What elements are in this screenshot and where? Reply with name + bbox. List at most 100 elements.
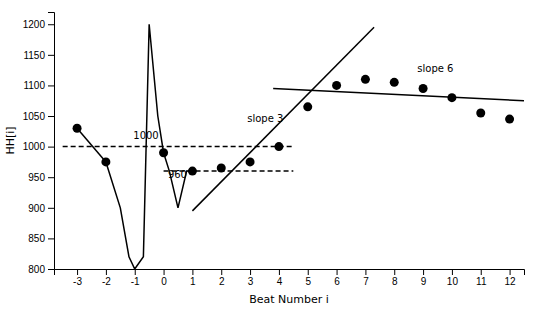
tick-mark xyxy=(279,269,280,275)
tick-label: 0 xyxy=(161,276,167,287)
tick-label: -3 xyxy=(73,276,82,287)
tick: 1 xyxy=(190,269,196,287)
point xyxy=(419,84,428,93)
line xyxy=(192,27,374,211)
tick-label: 1 xyxy=(190,276,196,287)
point xyxy=(361,75,370,84)
tick-label: 850 xyxy=(28,233,45,244)
tick: 11 xyxy=(476,269,487,287)
tick: 2 xyxy=(219,269,225,287)
tick-mark xyxy=(48,238,54,239)
tick: 5 xyxy=(305,269,311,287)
tick: 4 xyxy=(277,269,283,287)
points xyxy=(73,75,515,176)
tick: 9 xyxy=(421,269,427,287)
tick-label: 5 xyxy=(305,276,311,287)
tick-mark xyxy=(48,208,54,209)
point xyxy=(505,115,514,124)
annotation: slope 6 xyxy=(417,63,453,74)
tick: 3 xyxy=(248,269,254,287)
tick-mark xyxy=(48,269,54,270)
tick-mark xyxy=(106,269,107,275)
point xyxy=(217,164,226,173)
tick: 800 xyxy=(28,264,54,275)
point xyxy=(188,167,197,176)
tick-label: 900 xyxy=(28,203,45,214)
point xyxy=(246,157,255,166)
dashed-line xyxy=(63,146,294,148)
tick-mark xyxy=(135,269,136,275)
point xyxy=(476,108,485,117)
tick-label: 1200 xyxy=(23,19,46,30)
tick-label: 800 xyxy=(28,264,45,275)
y-axis: 80085090095010001050110011501200 xyxy=(23,13,55,275)
tick-mark xyxy=(48,55,54,56)
tick: 900 xyxy=(28,203,54,214)
point xyxy=(303,102,312,111)
tick-label: 1100 xyxy=(23,80,45,91)
x-axis-title: Beat Number i xyxy=(249,293,329,306)
line xyxy=(77,128,106,162)
tick: 8 xyxy=(392,269,398,287)
chart: -3-2-10123456789101112800850900950100010… xyxy=(0,0,540,309)
tick-mark xyxy=(48,24,54,25)
tick-label: 8 xyxy=(392,276,398,287)
tick-label: 1050 xyxy=(23,111,46,122)
tick-mark xyxy=(394,269,395,275)
tick-label: -1 xyxy=(131,276,140,287)
tick-label: -2 xyxy=(102,276,111,287)
tick-mark xyxy=(308,269,309,275)
annotation: slope 3 xyxy=(247,113,283,124)
tick: 1050 xyxy=(23,111,54,122)
lines xyxy=(63,24,524,269)
tick: 1150 xyxy=(23,50,54,61)
tick: 12 xyxy=(505,269,517,287)
tick: 1200 xyxy=(23,19,54,30)
tick-label: 9 xyxy=(421,276,427,287)
tick-mark xyxy=(192,269,193,275)
point xyxy=(332,81,341,90)
tick-label: 11 xyxy=(476,276,487,287)
annotation: 960 xyxy=(168,169,187,180)
tick-label: 12 xyxy=(505,276,517,287)
tick-mark xyxy=(510,269,511,275)
tick: 0 xyxy=(161,269,167,287)
tick-label: 3 xyxy=(248,276,254,287)
tick: 7 xyxy=(363,269,369,287)
tick: 1000 xyxy=(23,141,54,152)
point xyxy=(101,157,110,166)
tick-mark xyxy=(164,269,165,275)
tick-label: 1150 xyxy=(23,50,45,61)
tick-mark xyxy=(48,85,54,86)
tick: 10 xyxy=(447,269,459,287)
tick-mark xyxy=(77,269,78,275)
axis-line xyxy=(55,270,525,276)
line xyxy=(273,88,524,100)
tick-label: 6 xyxy=(334,276,340,287)
tick-mark xyxy=(481,269,482,275)
tick: 1100 xyxy=(23,80,54,91)
tick: -3 xyxy=(73,269,82,287)
tick-label: 7 xyxy=(363,276,369,287)
tick-mark xyxy=(250,269,251,275)
tick-label: 1000 xyxy=(23,141,46,152)
annotation: 1000 xyxy=(133,130,158,141)
axis-line xyxy=(48,13,55,270)
y-axis-title: HH[i] xyxy=(4,126,17,154)
tick-label: 4 xyxy=(277,276,283,287)
tick: -2 xyxy=(102,269,111,287)
point xyxy=(390,78,399,87)
tick-mark xyxy=(365,269,366,275)
tick-mark xyxy=(221,269,222,275)
tick: 6 xyxy=(334,269,340,287)
tick-mark xyxy=(48,177,54,178)
tick-mark xyxy=(423,269,424,275)
tick: -1 xyxy=(131,269,140,287)
tick-mark xyxy=(48,147,54,148)
tick: 850 xyxy=(28,233,54,244)
point xyxy=(159,148,168,157)
point xyxy=(447,93,456,102)
point xyxy=(73,124,82,133)
point xyxy=(274,142,283,151)
tick-mark xyxy=(337,269,338,275)
